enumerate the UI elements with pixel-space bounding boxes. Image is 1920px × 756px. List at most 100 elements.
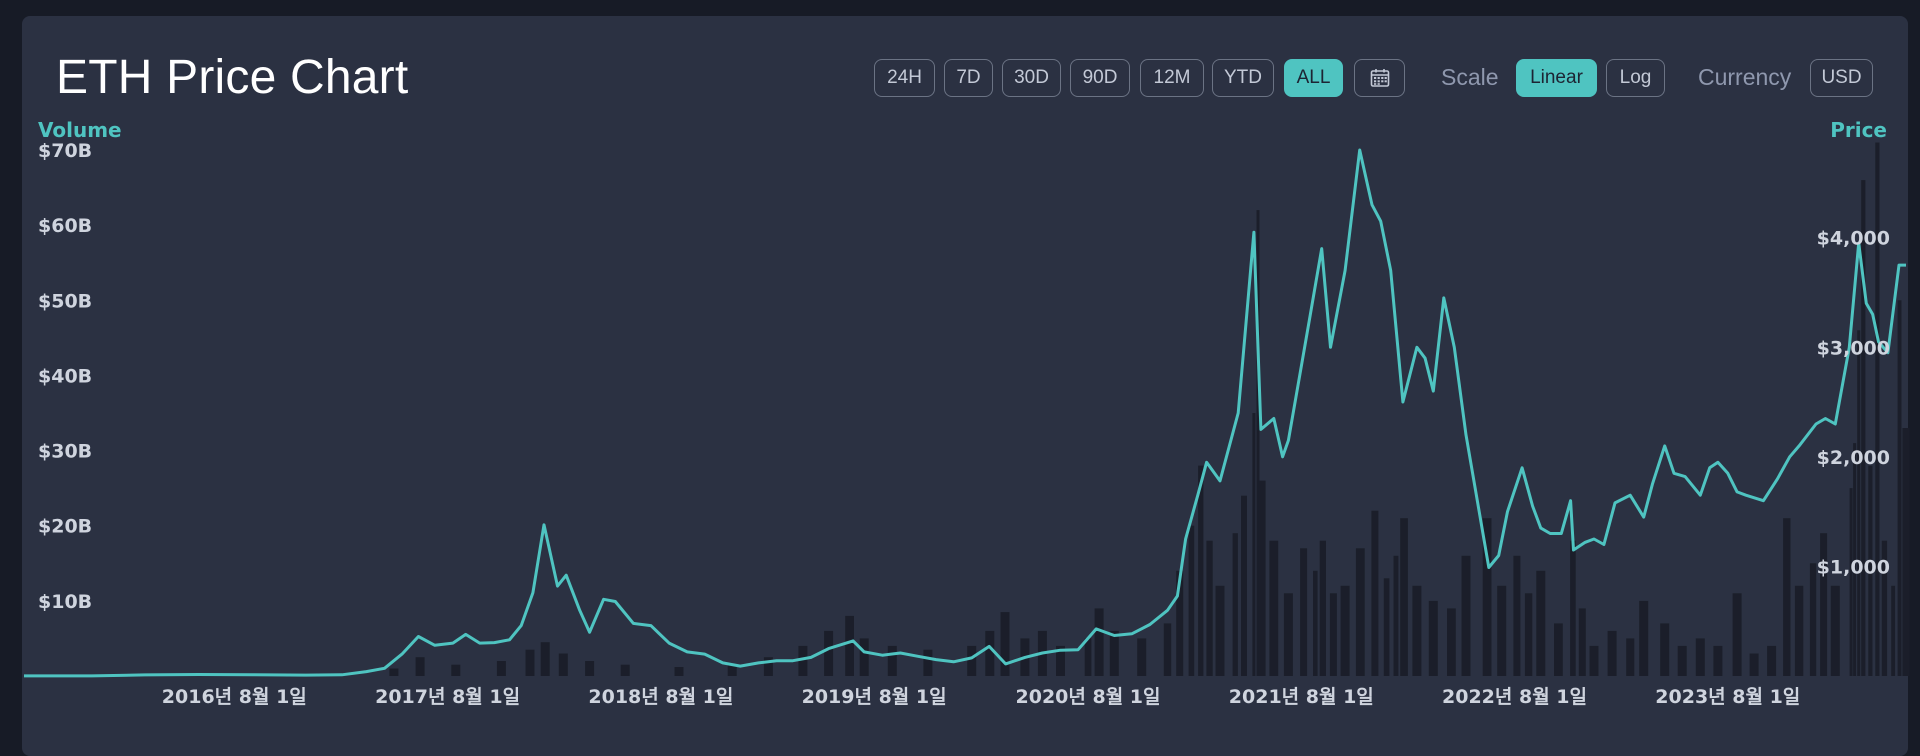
volume-bar (1732, 593, 1742, 676)
volume-bar (1137, 638, 1147, 676)
volume-bar (1412, 585, 1422, 676)
volume-bar (1340, 585, 1350, 676)
date-tick-label: 2017년 8월 1일 (375, 686, 520, 708)
volume-bar (923, 649, 933, 676)
scale-label: Scale (1441, 64, 1499, 90)
volume-bar (1497, 585, 1507, 676)
date-tick-label: 2019년 8월 1일 (802, 686, 947, 708)
currency-select[interactable]: USD (1810, 59, 1873, 97)
volume-bar (1554, 623, 1563, 676)
volume-bar (1319, 540, 1326, 676)
volume-bar (620, 664, 630, 676)
volume-bar (1109, 630, 1119, 676)
range-button-7d[interactable]: 7D (944, 59, 993, 97)
volume-bar (1482, 518, 1492, 676)
volume-bar (1163, 623, 1172, 676)
volume-bar (389, 668, 399, 676)
date-tick-label: 2020년 8월 1일 (1016, 686, 1161, 708)
volume-bar (1176, 570, 1184, 676)
volume-bar (1902, 428, 1910, 676)
range-button-12m[interactable]: 12M (1140, 59, 1204, 97)
volume-bar (1794, 585, 1804, 676)
volume-tick-label: $40B (38, 365, 92, 387)
volume-tick-label: $50B (38, 290, 92, 312)
page-title: ETH Price Chart (56, 51, 409, 104)
price-tick-label: $1,000 (1817, 556, 1890, 578)
volume-bar (1513, 555, 1521, 676)
volume-bar (1252, 413, 1256, 676)
volume-bar (1830, 585, 1840, 676)
volume-bar (1428, 600, 1438, 676)
volume-bar (1660, 623, 1670, 676)
volume-bar (859, 638, 869, 676)
date-tick-label: 2022년 8월 1일 (1442, 686, 1587, 708)
volume-bar (1258, 480, 1266, 676)
volume-bar (1329, 593, 1337, 676)
scale-option-log[interactable]: Log (1606, 59, 1665, 97)
date-tick-label: 2021년 8월 1일 (1229, 686, 1374, 708)
volume-bar (1313, 570, 1318, 676)
chart-card (22, 16, 1908, 756)
volume-bar (887, 645, 897, 676)
volume-bar (496, 661, 506, 676)
volume-bar (824, 630, 834, 676)
price-tick-label: $2,000 (1817, 447, 1890, 469)
range-button-ytd[interactable]: YTD (1212, 59, 1274, 97)
volume-bar (1056, 645, 1065, 676)
volume-axis-title: Volume (38, 118, 122, 142)
volume-bar (1393, 555, 1399, 676)
volume-bar (1695, 638, 1705, 676)
volume-bar (967, 645, 977, 676)
volume-bar (1232, 533, 1238, 676)
volume-bar (1269, 540, 1279, 676)
volume-tick-label: $70B (38, 140, 92, 162)
currency-label: Currency (1698, 64, 1792, 90)
volume-bar (1355, 548, 1365, 676)
range-button-24h[interactable]: 24H (874, 59, 935, 97)
volume-bar (1206, 540, 1213, 676)
volume-bar (1400, 518, 1408, 676)
volume-bar (585, 661, 595, 676)
volume-bar (1626, 638, 1635, 676)
volume-bar (1891, 585, 1896, 676)
volume-bar (985, 630, 995, 676)
date-picker-button[interactable] (1354, 59, 1405, 97)
volume-bar (1084, 638, 1092, 676)
date-tick-label: 2018년 8월 1일 (588, 686, 733, 708)
volume-bar (451, 664, 461, 676)
volume-bar (1241, 495, 1247, 676)
volume-tick-label: $30B (38, 441, 92, 463)
volume-bars (105, 142, 1910, 676)
volume-bar (1094, 608, 1104, 676)
range-button-30d[interactable]: 30D (1002, 59, 1061, 97)
volume-bar (1857, 330, 1861, 676)
volume-bar (1713, 645, 1723, 676)
date-tick-label: 2023년 8월 1일 (1655, 686, 1800, 708)
volume-bar (845, 615, 854, 676)
volume-bar (1300, 548, 1308, 676)
volume-bar (1783, 518, 1791, 676)
volume-bar (1536, 570, 1546, 676)
date-tick-label: 2016년 8월 1일 (162, 686, 307, 708)
volume-bar (1861, 180, 1866, 676)
volume-bar (558, 653, 568, 676)
volume-bar (1570, 540, 1576, 676)
date-axis-ticks: 2016년 8월 1일 2017년 8월 1일 2018년 8월 1일 2019년 8… (162, 686, 1801, 708)
volume-bar (1849, 488, 1853, 676)
volume-bar (415, 657, 425, 676)
volume-bar (1868, 465, 1873, 676)
volume-bar (727, 664, 737, 676)
volume-bar (1256, 210, 1260, 676)
range-button-90d[interactable]: 90D (1070, 59, 1130, 97)
volume-tick-label: $20B (38, 516, 92, 538)
volume-bar (798, 645, 808, 676)
volume-axis-ticks: $10B $20B $30B $40B $50B $60B $70B (38, 140, 92, 613)
volume-bar (674, 667, 684, 676)
range-button-all[interactable]: ALL (1284, 59, 1343, 97)
volume-bar (1749, 653, 1759, 676)
volume-bar (1283, 593, 1293, 676)
volume-bar (1677, 645, 1687, 676)
scale-option-linear[interactable]: Linear (1516, 59, 1597, 97)
volume-bar (1809, 563, 1817, 676)
volume-bar (525, 649, 535, 676)
